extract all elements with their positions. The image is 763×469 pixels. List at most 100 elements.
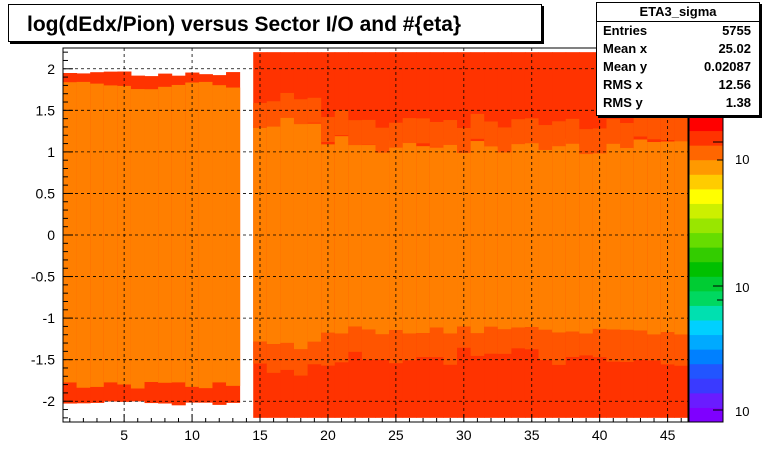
heatmap-cell bbox=[606, 118, 621, 144]
heatmap-cell bbox=[538, 125, 553, 150]
heatmap-cell bbox=[674, 116, 689, 142]
heatmap-cell bbox=[416, 146, 431, 334]
heatmap-cell bbox=[470, 333, 485, 356]
heatmap-cell bbox=[552, 332, 567, 365]
heatmap-cell bbox=[198, 81, 213, 389]
z-axis-label: 10 bbox=[735, 152, 750, 167]
x-tick-label: 25 bbox=[388, 427, 404, 443]
heatmap-cell bbox=[674, 140, 689, 335]
palette-swatch bbox=[689, 174, 723, 190]
heatmap-cell bbox=[293, 349, 309, 376]
x-tick-label: 15 bbox=[252, 427, 268, 443]
heatmap-cell bbox=[511, 137, 526, 328]
palette-swatch bbox=[689, 130, 723, 146]
heatmap-cell bbox=[253, 341, 268, 364]
stats-value: 12.56 bbox=[718, 77, 751, 92]
heatmap-cell bbox=[470, 113, 485, 139]
heatmap-cell bbox=[293, 99, 309, 125]
heatmap-cell bbox=[375, 334, 390, 360]
heatmap-cell bbox=[633, 330, 648, 360]
stats-key: RMS x bbox=[603, 77, 643, 92]
heatmap-cell bbox=[402, 118, 417, 144]
heatmap-cell bbox=[524, 118, 540, 144]
palette-swatch bbox=[689, 290, 723, 306]
heatmap-cell bbox=[579, 129, 594, 155]
heatmap-cell bbox=[63, 82, 78, 383]
heatmap-cell bbox=[334, 333, 349, 363]
heatmap-cell bbox=[484, 141, 499, 327]
heatmap-cell bbox=[552, 121, 567, 147]
palette-swatch bbox=[689, 349, 723, 365]
heatmap-cell bbox=[375, 144, 390, 335]
heatmap-cell bbox=[321, 144, 336, 333]
heatmap-cell bbox=[402, 333, 417, 361]
palette-swatch bbox=[689, 116, 723, 132]
z-axis-label: 10 bbox=[735, 280, 750, 295]
palette-swatch bbox=[689, 145, 723, 161]
stats-row-rms-y: RMS y 1.38 bbox=[597, 94, 759, 112]
heatmap-cell bbox=[552, 142, 567, 333]
palette-swatch bbox=[689, 320, 723, 336]
x-tick-label: 35 bbox=[524, 427, 540, 443]
stats-key: Mean x bbox=[603, 41, 648, 56]
palette-swatch bbox=[689, 232, 723, 248]
x-tick-label: 30 bbox=[456, 427, 472, 443]
palette-swatch bbox=[689, 334, 723, 350]
x-tick-label: 10 bbox=[184, 427, 200, 443]
y-tick-label: -2 bbox=[43, 393, 56, 409]
heatmap-cell bbox=[620, 141, 635, 330]
palette-swatch bbox=[689, 392, 723, 408]
z-axis-label: 10 bbox=[735, 404, 750, 419]
heatmap-cell bbox=[565, 138, 580, 332]
heatmap-cell bbox=[511, 119, 526, 145]
palette-frame bbox=[688, 115, 724, 423]
palette-swatch bbox=[689, 188, 723, 204]
y-axis-ticks: -2 -1.5 -1 -0.5 0 0.5 1 1.5 2 bbox=[31, 51, 73, 419]
heatmap-cell bbox=[484, 326, 499, 354]
palette-swatch bbox=[689, 159, 723, 175]
heatmap-cell bbox=[470, 141, 485, 334]
y-tick-label: -1 bbox=[43, 310, 56, 326]
palette-swatch bbox=[689, 363, 723, 379]
heatmap-cell bbox=[565, 331, 580, 357]
stats-key: Entries bbox=[603, 23, 648, 38]
heatmap-cell bbox=[307, 341, 322, 365]
heatmap-cell bbox=[226, 87, 241, 386]
heatmap-cell bbox=[280, 115, 295, 343]
heatmap-cell bbox=[538, 141, 553, 330]
x-tick-label: 20 bbox=[320, 427, 336, 443]
stats-value: 5755 bbox=[722, 23, 751, 38]
heatmap-cell bbox=[307, 97, 322, 123]
heatmap-cell bbox=[416, 118, 431, 144]
heatmap-cell bbox=[497, 146, 512, 330]
heatmap-cell bbox=[103, 85, 118, 383]
x-tick-label: 40 bbox=[592, 427, 608, 443]
heatmap-cell bbox=[620, 123, 635, 148]
heatmap-cell bbox=[606, 329, 621, 362]
heatmap-cell bbox=[511, 327, 526, 349]
palette-swatch bbox=[689, 247, 723, 263]
heatmap-cell bbox=[321, 117, 336, 142]
heatmap-cell bbox=[307, 123, 322, 342]
palette-swatch bbox=[689, 378, 723, 394]
heatmap-cell bbox=[361, 145, 376, 330]
heatmap-cell bbox=[389, 122, 404, 148]
heatmap-cell bbox=[592, 145, 607, 329]
heatmap-cell bbox=[443, 120, 458, 145]
heatmap-cell bbox=[348, 326, 363, 352]
heatmap-cell bbox=[647, 334, 662, 361]
heatmap-cell bbox=[579, 146, 594, 334]
heatmap-cell bbox=[253, 125, 268, 342]
heatmap-cell bbox=[361, 329, 376, 360]
y-tick-label: 2 bbox=[47, 61, 55, 77]
grid-lines bbox=[63, 48, 688, 422]
heatmap-cell bbox=[416, 333, 431, 358]
heatmap-cell bbox=[402, 142, 417, 334]
palette-swatch bbox=[689, 218, 723, 234]
stats-key: Mean y bbox=[603, 59, 648, 74]
stats-name: ETA3_sigma bbox=[597, 3, 759, 22]
heatmap-cell bbox=[524, 139, 540, 328]
stats-row-mean-y: Mean y 0.02087 bbox=[597, 58, 759, 76]
heatmap-cell bbox=[130, 89, 146, 389]
